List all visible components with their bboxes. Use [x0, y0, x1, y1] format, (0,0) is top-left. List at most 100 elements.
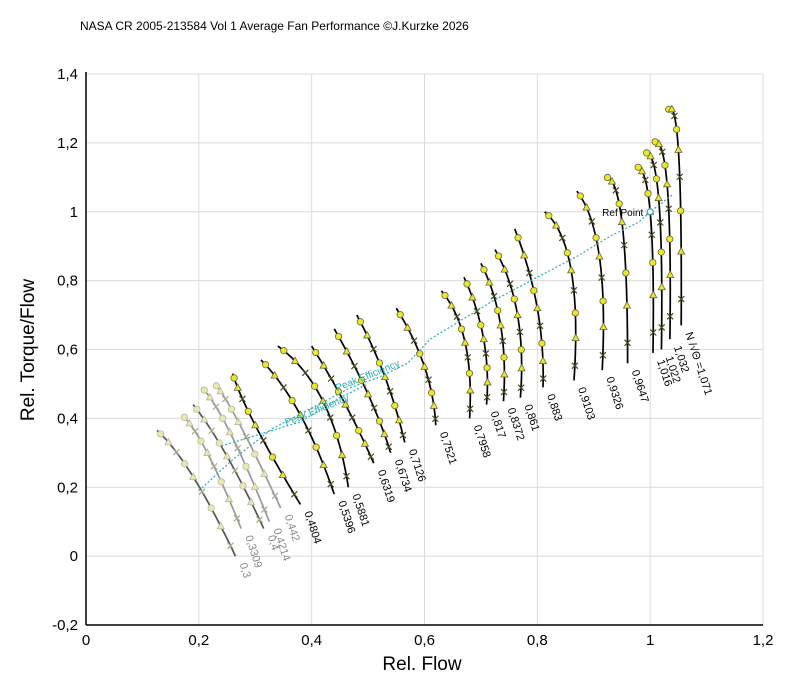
peak-efficiency-line — [198, 194, 674, 492]
data-point — [356, 318, 364, 326]
data-point — [646, 151, 655, 160]
data-point — [599, 322, 608, 330]
ref-point-label: Ref Point — [602, 208, 643, 219]
grid — [86, 73, 764, 625]
speed-line-label: 0,6319 — [375, 468, 397, 504]
data-point — [485, 277, 494, 286]
data-point — [227, 405, 236, 413]
data-point — [571, 309, 579, 317]
data-point — [670, 112, 678, 120]
data-point — [239, 395, 246, 403]
data-point — [496, 320, 505, 329]
data-point — [343, 472, 350, 480]
data-point — [617, 217, 627, 226]
data-point — [380, 372, 390, 381]
data-point — [599, 351, 607, 359]
data-point — [375, 417, 384, 425]
data-point — [674, 145, 683, 153]
data-point — [268, 453, 277, 461]
data-point — [363, 389, 373, 398]
data-point — [348, 414, 356, 422]
data-point — [667, 104, 676, 113]
data-point — [216, 386, 225, 395]
speed-line — [544, 211, 577, 381]
data-point — [516, 328, 524, 336]
data-point — [319, 360, 328, 369]
data-point — [615, 200, 623, 208]
speed-line — [260, 359, 336, 495]
data-point — [251, 420, 260, 429]
data-point — [180, 413, 188, 421]
data-point — [480, 266, 488, 274]
data-point — [224, 494, 234, 503]
x-tick-label: 0,4 — [301, 632, 322, 649]
data-point — [191, 427, 199, 435]
data-point — [391, 402, 399, 410]
speed-line-label: 0,8372 — [505, 406, 527, 442]
data-point — [247, 497, 256, 506]
data-point — [536, 322, 544, 330]
data-point — [288, 397, 296, 405]
data-point — [538, 339, 546, 347]
data-point — [500, 264, 509, 273]
data-point — [386, 387, 394, 395]
data-point — [612, 186, 620, 194]
data-point — [362, 330, 372, 339]
data-point — [654, 139, 664, 148]
y-tick-label: 1,2 — [57, 135, 78, 152]
data-point — [420, 362, 429, 370]
data-point — [172, 448, 180, 456]
data-point — [360, 438, 370, 447]
data-point — [603, 173, 612, 182]
data-point — [599, 297, 607, 305]
data-point — [519, 250, 529, 259]
data-point — [517, 346, 525, 354]
data-point — [210, 462, 218, 470]
data-point — [394, 415, 404, 424]
data-point — [500, 353, 508, 361]
data-point — [181, 460, 189, 468]
data-point — [483, 377, 492, 386]
data-point — [296, 410, 305, 418]
data-point — [189, 472, 198, 480]
data-point — [538, 356, 548, 364]
data-point — [290, 356, 300, 364]
data-point — [482, 349, 490, 357]
data-point — [666, 235, 674, 243]
data-point — [658, 148, 666, 156]
data-point — [649, 329, 657, 336]
x-tick-label: 0,6 — [414, 632, 435, 649]
data-point — [620, 241, 628, 249]
data-point — [463, 280, 471, 288]
data-point — [242, 462, 250, 471]
data-point — [380, 429, 389, 438]
data-point — [648, 231, 656, 239]
data-point — [215, 439, 223, 447]
data-point — [370, 404, 378, 412]
y-tick-label: 0,2 — [57, 479, 78, 496]
data-point — [304, 427, 312, 434]
data-point — [677, 207, 685, 215]
data-point — [494, 252, 503, 260]
y-tick-label: 0,6 — [57, 342, 78, 359]
data-point — [665, 205, 673, 213]
data-point — [341, 399, 350, 408]
data-point — [558, 234, 566, 242]
data-point — [233, 383, 242, 391]
data-point — [530, 286, 538, 295]
data-point — [661, 161, 669, 169]
speed-line — [395, 307, 437, 426]
data-point — [164, 437, 173, 446]
data-point — [251, 450, 259, 458]
y-tick-label: 1,4 — [57, 66, 78, 83]
tick-labels: 0 0,2 0,4 0,6 0,8 1 1,2-0,200,20,40,60,811,21,… — [52, 66, 773, 649]
data-point — [222, 451, 232, 460]
data-point — [656, 218, 664, 226]
data-point — [545, 212, 553, 220]
data-point — [595, 251, 604, 260]
data-point — [342, 346, 351, 355]
data-point — [464, 353, 472, 361]
data-point — [666, 270, 675, 278]
data-point — [657, 282, 666, 291]
